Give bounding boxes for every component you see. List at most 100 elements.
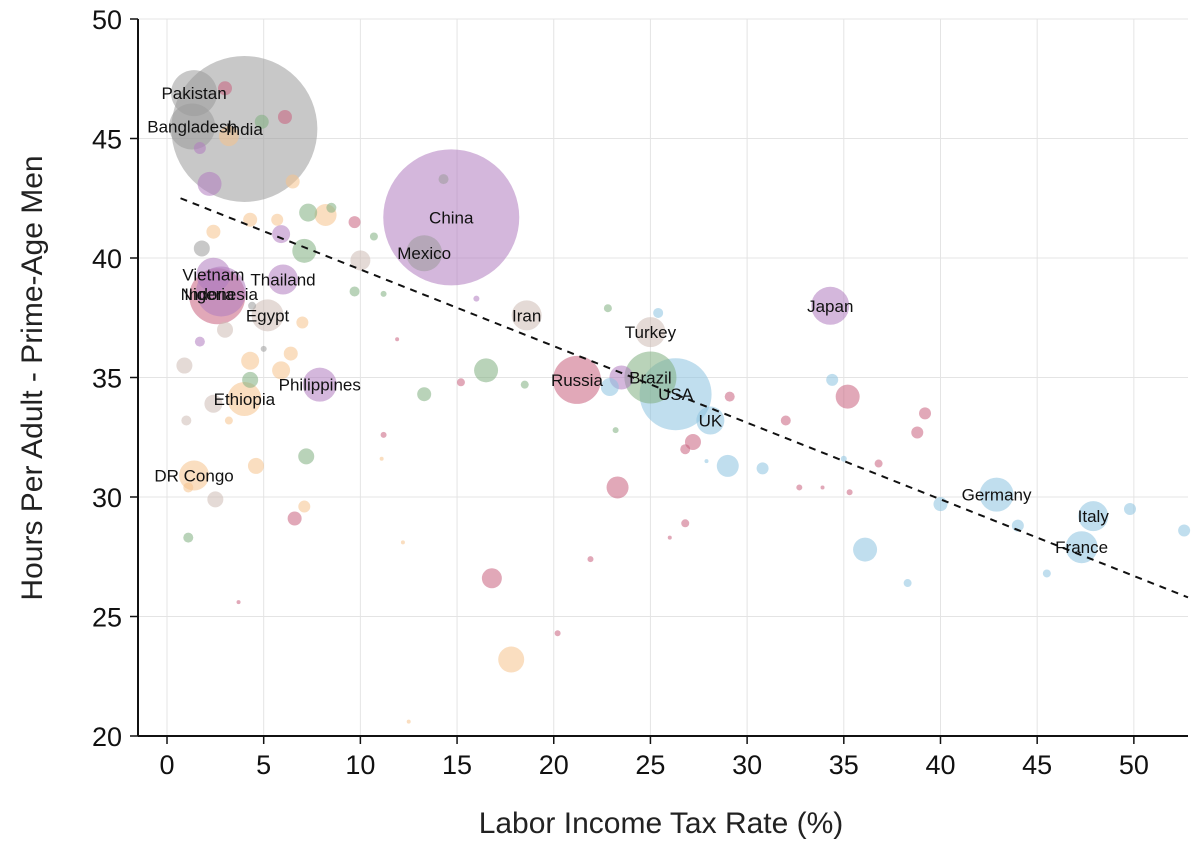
data-point	[218, 126, 239, 147]
data-point	[498, 646, 525, 673]
label-indonesia: Indonesia	[184, 285, 258, 304]
label-turkey: Turkey	[625, 323, 677, 342]
point-japan	[811, 286, 850, 325]
label-nigeria: Nigeria	[181, 285, 235, 304]
data-point	[1042, 569, 1051, 578]
data-point	[520, 380, 529, 389]
point-bangladesh	[169, 103, 216, 150]
data-point	[204, 394, 223, 413]
data-point	[1123, 502, 1136, 515]
data-point	[254, 114, 269, 129]
data-point	[395, 337, 400, 342]
data-point	[242, 371, 259, 388]
label-ethiopia: Ethiopia	[214, 390, 276, 409]
data-point	[606, 476, 629, 499]
point-philippines	[302, 367, 337, 402]
label-japan: Japan	[807, 297, 853, 316]
data-point	[369, 232, 378, 241]
data-point	[853, 537, 878, 562]
data-point	[826, 373, 839, 386]
data-point	[600, 378, 619, 397]
data-point	[271, 213, 284, 226]
data-point	[277, 109, 292, 124]
data-point	[260, 345, 267, 352]
data-point	[400, 540, 405, 545]
axes: 0 5 10 15 20 25 30 35 40 45 50 20 25 30 35 40 45 50	[92, 5, 1188, 780]
data-point	[603, 304, 612, 313]
data-point	[653, 307, 664, 318]
point-thailand	[268, 264, 299, 295]
data-point	[473, 295, 480, 302]
label-philippines: Philippines	[279, 376, 361, 395]
y-tick-label: 45	[92, 125, 122, 155]
data-point	[183, 482, 194, 493]
data-point	[933, 497, 948, 512]
x-axis-title: Labor Income Tax Rate (%)	[479, 807, 844, 840]
point-egypt	[251, 299, 284, 332]
data-point	[348, 216, 361, 229]
data-point	[181, 415, 192, 426]
x-tick-label: 30	[732, 750, 762, 780]
x-tick-label: 45	[1022, 750, 1052, 780]
point-iran	[511, 300, 542, 331]
data-points	[169, 55, 1191, 724]
data-point	[554, 630, 561, 637]
label-egypt: Egypt	[246, 306, 290, 325]
data-point	[796, 484, 803, 491]
label-brazil: Brazil	[629, 369, 672, 388]
data-point	[298, 500, 311, 513]
label-india: India	[226, 120, 263, 139]
label-uk: UK	[699, 412, 723, 431]
label-germany: Germany	[962, 486, 1032, 505]
data-point	[380, 431, 387, 438]
data-point	[243, 212, 258, 227]
data-point	[207, 491, 224, 508]
data-point	[840, 455, 847, 462]
data-point	[680, 444, 691, 455]
point-brazil	[624, 351, 677, 404]
data-point	[287, 511, 302, 526]
data-point	[241, 351, 260, 370]
data-point	[349, 286, 360, 297]
data-point	[224, 416, 233, 425]
data-point	[724, 391, 735, 402]
data-point	[379, 456, 384, 461]
data-point	[298, 448, 315, 465]
data-point	[903, 579, 912, 588]
point-germany	[979, 477, 1014, 512]
data-point	[474, 358, 499, 383]
data-point	[667, 535, 672, 540]
x-tick-label: 5	[256, 750, 271, 780]
label-dr-congo: DR Congo	[154, 466, 233, 485]
data-point	[236, 600, 241, 605]
data-point	[248, 301, 257, 310]
data-point	[176, 357, 193, 374]
data-point	[350, 250, 371, 271]
data-point	[417, 387, 432, 402]
label-france: France	[1055, 538, 1108, 557]
data-point	[704, 459, 709, 464]
data-point	[193, 240, 210, 257]
label-pakistan: Pakistan	[161, 84, 226, 103]
data-point	[911, 426, 924, 439]
data-point	[326, 202, 337, 213]
label-bangladesh: Bangladesh	[147, 118, 237, 137]
label-italy: Italy	[1078, 507, 1110, 526]
x-tick-label: 20	[539, 750, 569, 780]
data-point	[846, 489, 853, 496]
data-point	[456, 378, 465, 387]
point-france	[1065, 531, 1098, 564]
x-tick-label: 25	[635, 750, 665, 780]
point-italy	[1078, 501, 1109, 532]
data-point	[919, 407, 932, 420]
data-point	[780, 415, 791, 426]
label-thailand: Thailand	[250, 271, 315, 290]
data-point	[183, 532, 194, 543]
data-point	[217, 321, 234, 338]
label-mexico: Mexico	[397, 244, 451, 263]
label-iran: Iran	[512, 306, 541, 325]
data-point	[874, 459, 883, 468]
data-point	[272, 225, 291, 244]
x-tick-label: 15	[442, 750, 472, 780]
